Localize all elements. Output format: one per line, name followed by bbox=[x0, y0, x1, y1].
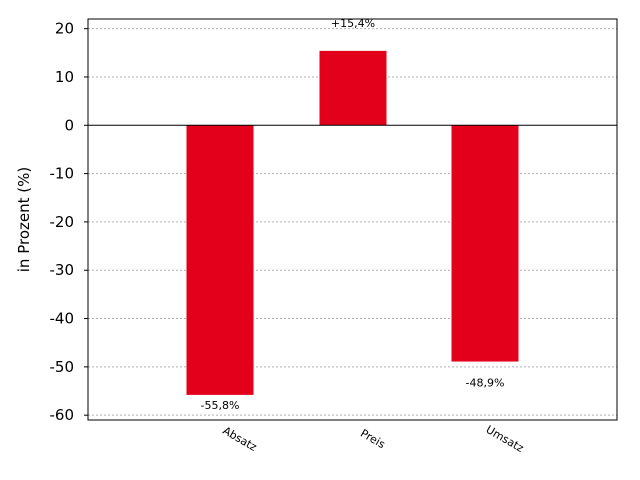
data-labels: -55,8% +15,4% -48,9% bbox=[201, 17, 505, 412]
data-label: -55,8% bbox=[201, 399, 240, 412]
y-tick-label: -50 bbox=[50, 358, 75, 376]
y-tick-label: -20 bbox=[50, 213, 75, 231]
bar-umsatz bbox=[451, 125, 519, 362]
bar-preis bbox=[319, 50, 387, 126]
y-tick-label: -10 bbox=[50, 165, 75, 183]
data-label: +15,4% bbox=[331, 17, 375, 30]
grid-lines bbox=[88, 28, 617, 416]
y-tick-label: 0 bbox=[64, 116, 74, 134]
plot-frame bbox=[87, 18, 618, 421]
x-tick-label: Preis bbox=[358, 427, 387, 452]
y-tick-label: -60 bbox=[50, 406, 75, 424]
data-label: -48,9% bbox=[466, 377, 505, 390]
y-axis-ticks: 20 10 0 -10 -20 -30 -40 -50 -60 bbox=[50, 20, 88, 424]
bars bbox=[186, 50, 519, 395]
y-tick-label: -40 bbox=[50, 310, 75, 328]
y-tick-label: 10 bbox=[55, 68, 74, 86]
bar-absatz bbox=[186, 125, 254, 395]
y-tick-label: 20 bbox=[55, 20, 74, 38]
x-axis-ticks: Absatz Preis Umsatz bbox=[220, 423, 526, 455]
x-tick-label: Umsatz bbox=[484, 423, 526, 455]
x-tick-label: Absatz bbox=[220, 424, 259, 454]
y-tick-label: -30 bbox=[50, 261, 75, 279]
y-axis-label: in Prozent (%) bbox=[15, 167, 33, 272]
